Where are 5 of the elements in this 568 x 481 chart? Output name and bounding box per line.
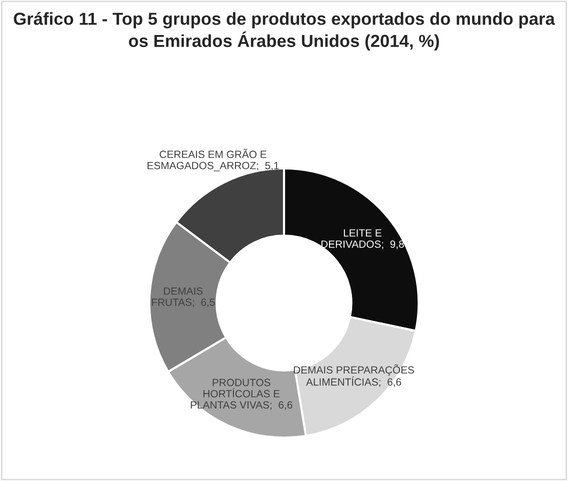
slice-label: DEMAIS PREPARAÇÕES ALIMENTÍCIAS; 6,6 xyxy=(294,364,414,387)
slice-label: CEREAIS EM GRÃO E ESMAGADOS_ARROZ; 5,1 xyxy=(148,148,279,172)
slice-label: LEITE E DERIVADOS; 9,8 xyxy=(321,229,404,250)
chart-title: Gráfico 11 - Top 5 grupos de produtos exportados do mundo para os Emirados Árabes Unidos (2014, %) xyxy=(14,12,556,51)
slice-label: DEMAIS FRUTAS; 6,5 xyxy=(152,287,215,308)
